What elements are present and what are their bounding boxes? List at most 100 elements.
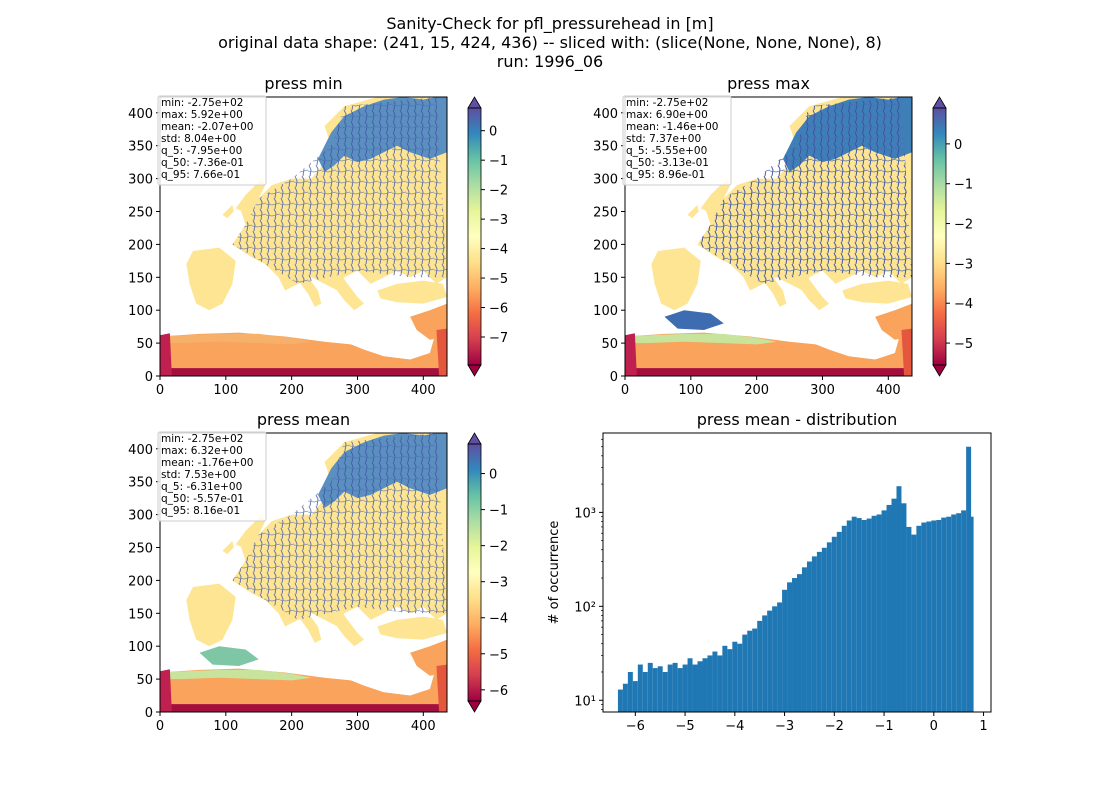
y-axis-label: # of occurrence (547, 521, 562, 625)
stats-line: q_50: -7.36e-01 (161, 157, 244, 169)
histogram-bar (871, 515, 877, 712)
histogram-bar (757, 620, 763, 712)
histogram-bar (637, 664, 643, 712)
histogram-bar (712, 651, 718, 712)
axes-frame (624, 96, 913, 377)
y-tick-label: 50 (136, 673, 153, 688)
x-tick-label: −6 (626, 719, 645, 734)
y-tick-label: 200 (593, 238, 618, 253)
landmass-africa (160, 316, 447, 376)
histogram-bar (881, 510, 887, 712)
histogram-bar (772, 606, 778, 712)
stats-line: std: 8.04e+00 (161, 133, 236, 145)
landmass-ireland (222, 204, 234, 219)
x-tick-label: 100 (213, 383, 238, 398)
stats-line: q_95: 8.96e-01 (626, 169, 705, 181)
histogram-bar (642, 671, 648, 712)
histogram-bar (777, 602, 783, 712)
colorbar-tick-label: −7 (489, 331, 508, 346)
stats-line: q_50: -3.13e-01 (626, 157, 709, 169)
stats-line: std: 7.53e+00 (161, 469, 236, 481)
landmass-maghreb (160, 669, 312, 681)
histogram-bar (951, 514, 957, 712)
histogram-bar (821, 547, 827, 712)
x-tick-label: 100 (213, 719, 238, 734)
histogram-bar (752, 628, 758, 712)
y-tick-label: 400 (128, 443, 153, 458)
histogram-bar (816, 551, 822, 712)
x-tick-label: 200 (744, 383, 769, 398)
river-network-overlay (697, 97, 912, 284)
y-tick-label: 10³ (574, 506, 596, 521)
histogram-bar (722, 645, 728, 712)
histogram-bar (941, 517, 947, 712)
stats-line: std: 7.37e+00 (626, 133, 701, 145)
axes-frame (602, 432, 992, 713)
stats-line: min: -2.75e+02 (161, 433, 243, 445)
y-tick-label: 10² (574, 600, 596, 615)
stats-line: mean: -2.07e+00 (161, 121, 253, 133)
colorbar-tick-label: −6 (489, 302, 508, 317)
histogram-bar (866, 518, 872, 712)
histogram-bar (742, 634, 748, 712)
histogram-bar (921, 522, 927, 712)
colorbar (933, 108, 946, 365)
colorbar-extend-min (467, 364, 482, 377)
colorbar (468, 444, 481, 701)
histogram-bar (717, 655, 723, 712)
x-tick-label: −3 (775, 719, 794, 734)
histogram-bar (961, 510, 967, 712)
histogram-bar (936, 519, 942, 712)
stats-line: q_95: 8.16e-01 (161, 505, 240, 517)
histogram-bar (632, 681, 638, 712)
histogram-bar (662, 671, 668, 712)
histogram-bar (876, 514, 882, 712)
histogram-bar (926, 521, 932, 712)
histogram-bar (727, 649, 733, 712)
histogram-bar (762, 615, 768, 712)
x-tick-label: 200 (279, 383, 304, 398)
landmass-west-edge (625, 333, 637, 376)
colorbar-extend-max (467, 96, 482, 109)
colorbar-tick-label: −6 (489, 684, 508, 699)
colorbar-tick-label: −2 (954, 218, 973, 233)
colorbar-extend-max (932, 96, 947, 109)
histogram-bar (702, 658, 708, 712)
colorbar-extend-max (467, 432, 482, 445)
x-tick-label: 1 (979, 719, 987, 734)
landmass-west-edge (160, 333, 172, 376)
y-tick-label: 200 (128, 238, 153, 253)
y-tick-label: 50 (601, 337, 618, 352)
x-tick-label: 100 (678, 383, 703, 398)
landmass-anatolia (377, 616, 447, 640)
histogram-bar (692, 664, 698, 712)
landmass-iberia (186, 583, 236, 647)
figure-title-line: run: 1996_06 (497, 52, 603, 72)
y-tick-label: 0 (145, 370, 153, 385)
heatmap-panel-max: press max 0 100 200 300 400 0 50 100 150 200 250 300… (593, 74, 973, 398)
colorbar-tick-label: −5 (954, 337, 973, 352)
landmass-iberia (186, 247, 236, 311)
landmass-atlas-wet (664, 310, 724, 330)
heatmap-image (625, 97, 912, 376)
colorbar-frame (467, 107, 482, 366)
landmass-ireland (222, 540, 234, 555)
histogram-bar (657, 666, 663, 712)
x-tick-label: 400 (411, 383, 436, 398)
histogram-bar (968, 516, 974, 712)
histogram-bar (801, 567, 807, 712)
x-tick-label: 0 (156, 383, 164, 398)
landmass-africa-south-edge (160, 704, 447, 712)
histogram-bar (627, 671, 633, 712)
y-tick-label: 150 (593, 271, 618, 286)
river-network-overlay (232, 97, 447, 284)
y-tick-label: 100 (128, 304, 153, 319)
y-tick-label: 300 (128, 173, 153, 188)
histogram-bar (806, 561, 812, 712)
y-tick-label: 10¹ (574, 694, 596, 709)
colorbar-tick-label: 0 (489, 125, 497, 140)
histogram-bar (831, 536, 837, 712)
colorbar-extend-min (932, 364, 947, 377)
x-tick-label: −5 (675, 719, 694, 734)
landmass-africa-south-edge (625, 368, 912, 376)
